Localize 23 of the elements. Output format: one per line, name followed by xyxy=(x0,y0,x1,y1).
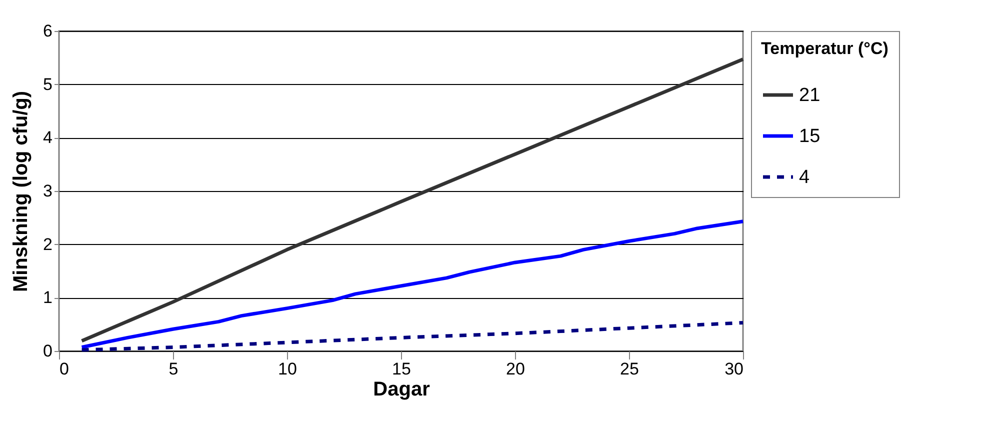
legend-title: Temperatur (°C) xyxy=(761,39,888,58)
line-series xyxy=(80,58,745,343)
x-tick-label: 20 xyxy=(506,360,525,378)
y-tick-label: 1 xyxy=(43,288,52,308)
y-tick-label: 4 xyxy=(43,128,52,148)
x-tick-label: 10 xyxy=(278,360,297,378)
x-tick-label: 5 xyxy=(168,360,178,378)
x-tick-label: 30 xyxy=(724,360,744,378)
y-axis-title: Minskning (log cfu/g) xyxy=(10,90,32,292)
legend-label: 4 xyxy=(799,167,810,188)
x-tick-label: 0 xyxy=(60,360,69,378)
line-series xyxy=(80,320,745,352)
y-tick-label: 3 xyxy=(43,182,52,200)
x-tick-label: 15 xyxy=(392,360,411,378)
legend-label: 21 xyxy=(799,85,820,106)
legend-label: 15 xyxy=(799,126,820,147)
y-tick-label: 5 xyxy=(43,74,52,94)
y-tick-label: 2 xyxy=(43,234,52,254)
x-axis-title: Dagar xyxy=(373,378,430,400)
y-tick-label: 0 xyxy=(43,342,52,360)
x-tick-label: 25 xyxy=(620,360,639,378)
y-tick-label: 6 xyxy=(43,22,52,40)
line-series xyxy=(80,220,745,350)
